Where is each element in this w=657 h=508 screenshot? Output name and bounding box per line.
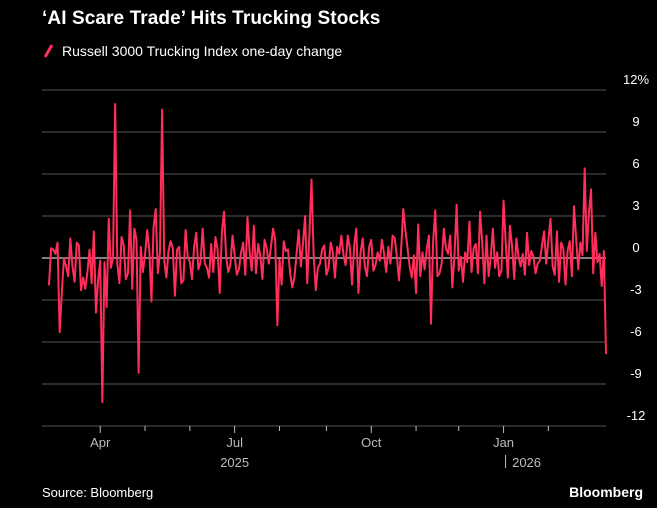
y-tick-label: 12% (623, 72, 649, 87)
series-line-group (48, 103, 607, 404)
chart-title: ‘AI Scare Trade’ Hits Trucking Stocks (42, 8, 381, 29)
y-axis-tick-labels: 12% 9 6 3 0 -3 -6 -9 -12 (623, 72, 649, 423)
y-tick-label: 0 (632, 240, 639, 255)
x-tick-label: Jan (493, 435, 514, 450)
x-axis-ticks: Apr Jul Oct Jan 2025 2026 (90, 426, 549, 470)
x-year-label: 2025 (220, 455, 249, 470)
y-tick-label: -3 (630, 282, 642, 297)
x-year-label: 2026 (512, 455, 541, 470)
y-tick-label: -12 (627, 408, 646, 423)
chart-legend: Russell 3000 Trucking Index one-day chan… (42, 43, 342, 59)
x-tick-label: Jul (226, 435, 243, 450)
gridlines (42, 89, 606, 427)
y-tick-label: 9 (632, 114, 639, 129)
y-tick-label: -9 (630, 366, 642, 381)
y-tick-label: 6 (632, 156, 639, 171)
x-tick-label: Apr (90, 435, 111, 450)
y-tick-label: 3 (632, 198, 639, 213)
x-tick-label: Oct (361, 435, 382, 450)
legend-label: Russell 3000 Trucking Index one-day chan… (62, 43, 343, 59)
source-note: Source: Bloomberg (42, 485, 154, 500)
series-line (48, 103, 607, 404)
brand-logo: Bloomberg (569, 484, 643, 500)
y-tick-label: -6 (630, 324, 642, 339)
